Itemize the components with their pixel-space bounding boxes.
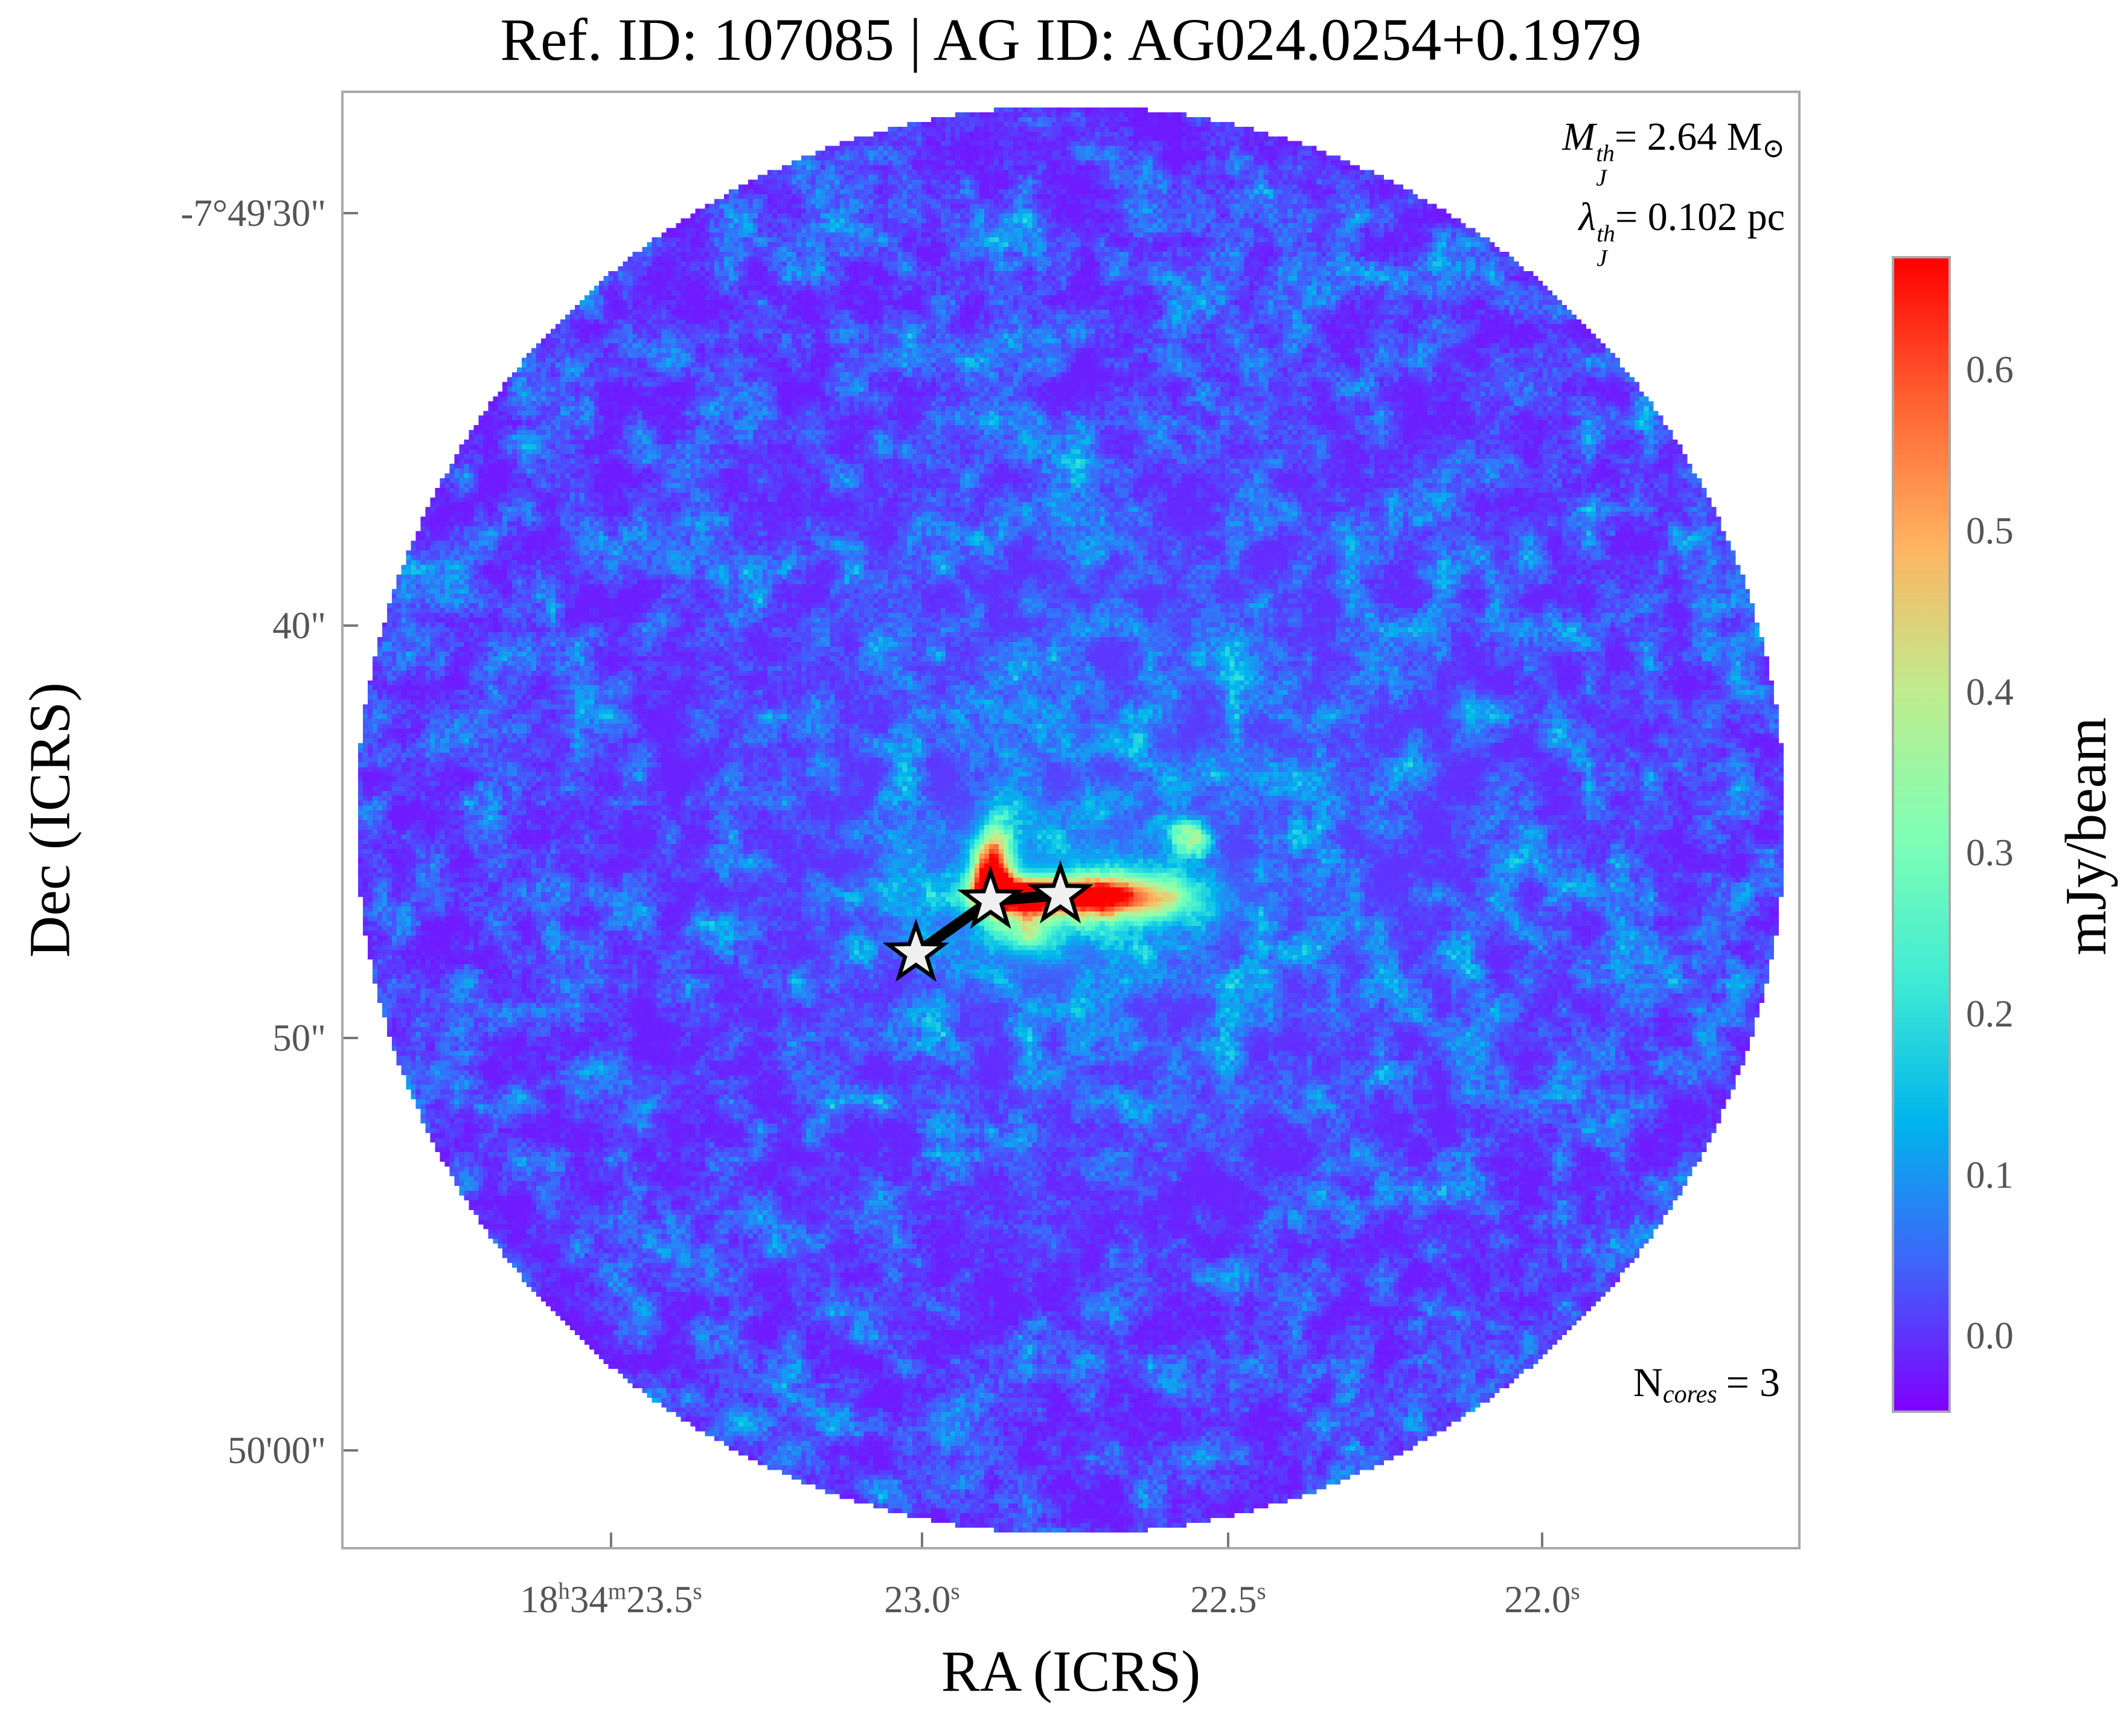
lambda-sup: th (1596, 220, 1615, 247)
y-tick-mark (344, 212, 358, 214)
y-tick-mark (344, 624, 358, 627)
mass-symbol: M (1562, 115, 1596, 159)
y-tick-label-3: 50'00" (227, 1429, 326, 1472)
y-tick-label-1: 40" (272, 604, 326, 647)
y-tick-mark (344, 1037, 358, 1039)
x-axis-label: RA (ICRS) (941, 1639, 1201, 1703)
colorbar-tick-1: 0.5 (1966, 510, 2014, 552)
ncores-sub: cores (1662, 1380, 1717, 1409)
x-tick-label-3: 22.0s (1504, 1578, 1580, 1621)
x-tick-mark (610, 1533, 612, 1547)
colorbar (1892, 256, 1951, 1413)
x-tick-label-1: 23.0s (884, 1578, 960, 1621)
colorbar-tick-3: 0.3 (1966, 831, 2014, 874)
x-tick-label-2: 22.5s (1190, 1578, 1266, 1621)
x-tick-mark (1541, 1533, 1543, 1547)
ncores-symbol: N (1633, 1359, 1663, 1406)
mass-sub: J (1596, 164, 1607, 191)
mass-sup: th (1596, 140, 1615, 167)
colorbar-tick-6: 0.0 (1966, 1315, 2014, 1357)
colorbar-tick-0: 0.6 (1966, 348, 2014, 391)
jeans-length-annotation: λ th J = 0.102 pc (1562, 190, 1785, 271)
core-star-marker (957, 865, 1024, 929)
x-tick-mark (921, 1533, 923, 1547)
core-star-marker (882, 918, 949, 982)
lambda-value: = 0.102 pc (1615, 194, 1785, 239)
y-tick-label-2: 50" (272, 1017, 326, 1059)
colorbar-label: mJy/beam (2053, 717, 2118, 956)
core-star-marker (1027, 860, 1094, 924)
x-tick-label-0: 18h34m23.5s (520, 1578, 702, 1621)
colorbar-tick-2: 0.4 (1966, 671, 2014, 713)
colorbar-tick-4: 0.2 (1966, 993, 2014, 1035)
mass-value: = 2.64 M (1614, 115, 1763, 159)
sky-image-canvas (344, 93, 1798, 1547)
ncores-value: = 3 (1726, 1359, 1780, 1406)
page-title: Ref. ID: 107085 | AG ID: AG024.0254+0.19… (500, 6, 1642, 73)
x-tick-mark (1227, 1533, 1229, 1547)
y-tick-mark (344, 1449, 358, 1452)
colorbar-tick-5: 0.1 (1966, 1154, 2014, 1196)
ncores-annotation: Ncores = 3 (1633, 1359, 1780, 1409)
lambda-symbol: λ (1578, 194, 1596, 239)
y-tick-label-0: -7°49'30" (181, 192, 326, 234)
y-axis-label: Dec (ICRS) (17, 682, 82, 958)
lambda-sub: J (1596, 245, 1607, 272)
sun-symbol: ⊙ (1762, 133, 1785, 164)
mst-overlay (882, 860, 1094, 982)
